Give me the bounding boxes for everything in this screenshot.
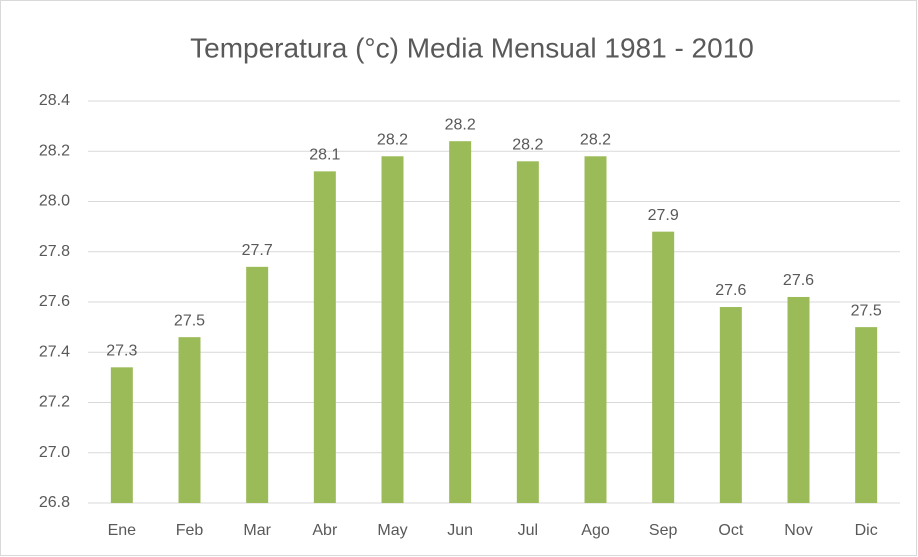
bar <box>516 161 539 504</box>
x-tick-label: Nov <box>784 522 812 539</box>
bar <box>178 337 201 503</box>
data-label: 27.6 <box>783 272 814 289</box>
y-tick-label: 28.4 <box>39 92 70 109</box>
data-label: 27.9 <box>648 207 679 224</box>
data-label: 28.2 <box>512 137 543 154</box>
x-tick-label: Feb <box>176 522 204 539</box>
data-label: 27.6 <box>715 282 746 299</box>
x-tick-label: Jul <box>518 522 538 539</box>
y-tick-label: 27.8 <box>39 243 70 260</box>
x-tick-label: Sep <box>649 522 678 539</box>
y-tick-label: 26.8 <box>39 494 70 511</box>
data-label: 28.2 <box>377 131 408 148</box>
data-label: 27.5 <box>851 302 882 319</box>
x-tick-label: Jun <box>447 522 473 539</box>
x-tick-label: Mar <box>243 522 271 539</box>
x-tick-label: Ago <box>581 522 610 539</box>
data-label: 28.1 <box>309 147 340 164</box>
bar <box>719 307 742 503</box>
y-tick-label: 28.2 <box>39 142 70 159</box>
y-tick-label: 27.2 <box>39 394 70 411</box>
bar <box>313 171 336 503</box>
data-label: 27.5 <box>174 312 205 329</box>
data-label: 27.7 <box>242 242 273 259</box>
chart-title: Temperatura (°c) Media Mensual 1981 - 20… <box>190 32 754 63</box>
x-tick-label: May <box>377 522 407 539</box>
bar <box>787 296 810 503</box>
data-label: 27.3 <box>106 343 137 360</box>
bar <box>652 231 675 503</box>
bar <box>246 266 269 503</box>
bar <box>110 367 133 503</box>
bar <box>584 156 607 503</box>
x-tick-label: Ene <box>108 522 137 539</box>
bar <box>855 327 878 503</box>
x-tick-label: Oct <box>718 522 743 539</box>
data-label: 28.2 <box>445 116 476 133</box>
data-label: 28.2 <box>580 131 611 148</box>
y-tick-label: 27.6 <box>39 293 70 310</box>
y-tick-label: 27.0 <box>39 444 70 461</box>
y-tick-label: 28.0 <box>39 193 70 210</box>
y-tick-label: 27.4 <box>39 343 70 360</box>
bar <box>381 156 404 503</box>
x-tick-label: Dic <box>855 522 878 539</box>
bar <box>449 141 472 503</box>
x-tick-label: Abr <box>312 522 338 539</box>
